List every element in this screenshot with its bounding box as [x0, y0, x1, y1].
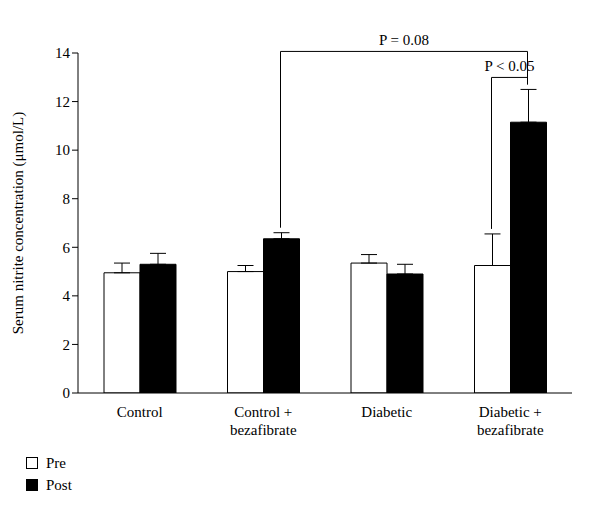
svg-text:6: 6: [63, 240, 71, 256]
svg-text:Diabetic +: Diabetic +: [479, 404, 542, 420]
svg-text:bezafibrate: bezafibrate: [477, 422, 544, 438]
svg-text:10: 10: [55, 142, 70, 158]
svg-text:P = 0.08: P = 0.08: [379, 32, 429, 48]
svg-text:14: 14: [55, 45, 71, 61]
svg-text:P < 0.05: P < 0.05: [485, 58, 535, 74]
svg-text:0: 0: [63, 385, 71, 401]
svg-text:bezafibrate: bezafibrate: [230, 422, 297, 438]
svg-text:Control: Control: [117, 404, 163, 420]
svg-text:Diabetic: Diabetic: [361, 404, 412, 420]
html-text:Pre: Pre: [46, 455, 66, 471]
html-text:Post: Post: [46, 477, 72, 493]
svg-text:2: 2: [63, 337, 71, 353]
svg-text:Control +: Control +: [234, 404, 292, 420]
svg-text:12: 12: [55, 94, 70, 110]
svg-text:Serum nitrite concentration (μ: Serum nitrite concentration (μmol/L): [10, 112, 27, 335]
svg-text:4: 4: [63, 288, 71, 304]
svg-text:8: 8: [63, 191, 71, 207]
